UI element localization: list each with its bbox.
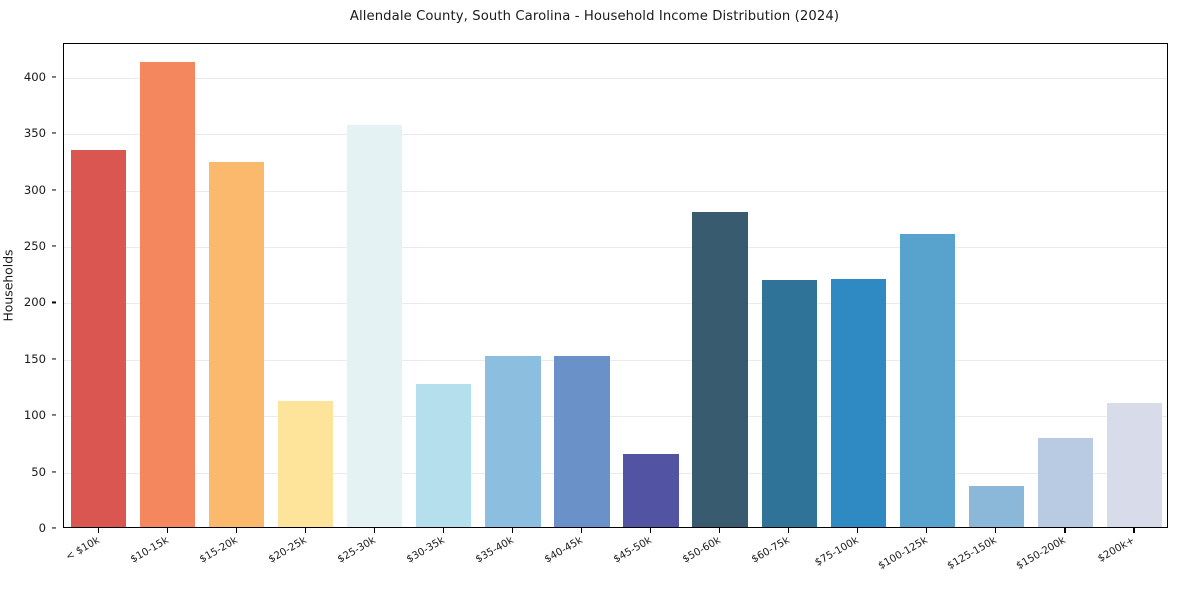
y-axis-tick-label: 350 — [23, 126, 46, 141]
x-axis-tick-mark — [166, 528, 168, 533]
x-axis-tick-mark — [442, 528, 444, 533]
x-axis-tick-labels: < $10k $10-15k $15-20k $20-25k $25-30k $30-35… — [63, 534, 1168, 590]
y-axis-tick-mark — [52, 132, 56, 134]
bar — [899, 233, 955, 527]
y-axis-tick-mark — [52, 245, 56, 247]
x-axis-tick-mark — [373, 528, 375, 533]
y-axis-tick-mark — [52, 471, 56, 473]
bar — [209, 161, 265, 527]
bar — [278, 400, 334, 527]
bar — [416, 383, 472, 527]
y-axis-tick-label: 100 — [23, 408, 46, 423]
x-axis-tick-mark — [650, 528, 652, 533]
y-axis-tick-label: 400 — [23, 69, 46, 84]
y-axis-tick-mark — [52, 527, 56, 529]
y-axis-tick-label: 50 — [31, 464, 46, 479]
x-axis-tick-mark — [1133, 528, 1135, 533]
x-axis-tick-mark — [926, 528, 928, 533]
y-axis-tick-mark — [52, 189, 56, 191]
y-axis-tick-mark — [52, 414, 56, 416]
y-axis-tick-label: 150 — [23, 351, 46, 366]
x-axis-tick-label: < $10k — [63, 535, 102, 564]
x-axis-tick-mark — [857, 528, 859, 533]
bar — [692, 212, 748, 527]
chart-figure: Allendale County, South Carolina - House… — [0, 9, 1168, 590]
bar-series — [64, 44, 1167, 527]
bar — [347, 125, 403, 527]
y-axis-tick-label: 200 — [23, 295, 46, 310]
bar — [1037, 437, 1094, 527]
y-axis-tick-label: 250 — [23, 239, 46, 254]
bar — [968, 486, 1024, 527]
chart-title: Allendale County, South Carolina - House… — [349, 9, 840, 24]
bar — [830, 278, 886, 527]
bar — [70, 150, 127, 527]
x-axis-tick-mark — [97, 528, 99, 533]
y-axis-tick-mark — [52, 76, 56, 78]
bar — [139, 62, 196, 527]
bar — [623, 453, 679, 527]
x-axis-tick-mark — [580, 528, 583, 533]
x-axis-tick-mark — [719, 528, 721, 533]
bar — [554, 355, 610, 527]
plot-area — [63, 43, 1168, 528]
x-axis-tick-mark — [995, 528, 997, 533]
y-axis-tick-mark — [52, 301, 56, 303]
x-axis-tick-mark — [511, 528, 513, 533]
y-axis-tick-label: 0 — [38, 521, 46, 535]
bar — [485, 355, 541, 527]
x-axis-tick-marks — [63, 528, 1168, 534]
x-axis-tick-mark — [235, 528, 237, 533]
y-axis-tick-labels: 0 50 100 150 200 250 300 350 400 — [0, 43, 56, 535]
y-axis-tick-label: 300 — [23, 182, 46, 197]
bar — [761, 280, 817, 527]
x-axis-tick-mark — [304, 528, 306, 533]
x-axis-tick-mark — [788, 528, 790, 533]
bar — [1106, 402, 1163, 527]
x-axis-tick-mark — [1064, 528, 1066, 533]
y-axis-tick-mark — [52, 358, 56, 360]
